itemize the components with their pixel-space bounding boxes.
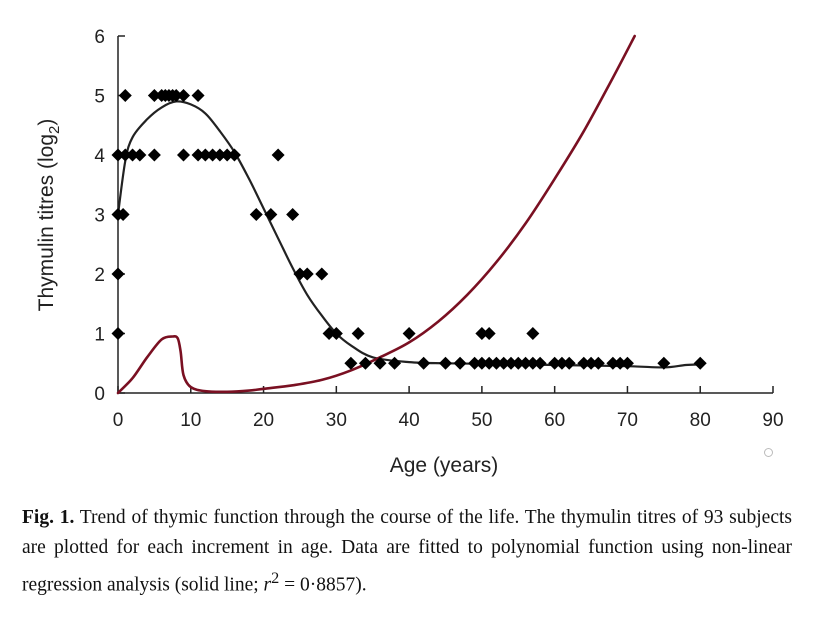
data-point — [657, 356, 671, 370]
caption-text: Trend of thymic function through the cou… — [22, 507, 792, 596]
data-point — [489, 356, 503, 370]
x-ticks: 0 10 20 30 40 50 60 70 80 90 — [113, 386, 784, 431]
data-point — [286, 208, 300, 221]
x-tick-label: 40 — [399, 410, 420, 431]
data-point — [562, 356, 576, 370]
data-point — [118, 148, 132, 162]
data-point — [111, 148, 125, 162]
data-point — [133, 148, 147, 162]
data-point — [329, 327, 343, 340]
x-tick-label: 60 — [544, 410, 565, 431]
data-point — [613, 356, 627, 370]
figure-caption: Fig. 1. Trend of thymic function through… — [22, 503, 792, 601]
x-tick-label: 10 — [180, 410, 201, 431]
data-point — [293, 267, 307, 281]
y-axis-title: Thymulin titres (log2) — [35, 119, 63, 312]
data-point — [264, 208, 278, 221]
data-point — [417, 356, 431, 370]
x-tick-label: 90 — [762, 410, 783, 431]
data-point — [577, 356, 591, 370]
y-tick-label: 0 — [94, 384, 105, 405]
data-point — [504, 356, 518, 370]
data-point — [220, 148, 234, 162]
data-point — [116, 208, 130, 221]
axes — [117, 36, 773, 394]
data-point — [177, 148, 190, 162]
data-point — [693, 356, 707, 370]
y-axis-title-subscript: 2 — [46, 126, 63, 134]
y-tick-label: 3 — [94, 206, 105, 227]
data-point — [533, 356, 547, 370]
data-point — [271, 148, 285, 162]
data-point — [118, 89, 132, 102]
caption-r-exponent: 2 — [271, 569, 280, 587]
data-point — [482, 327, 496, 340]
data-point — [147, 148, 161, 162]
x-tick-label: 80 — [690, 410, 711, 431]
data-point — [358, 356, 372, 370]
data-point — [249, 208, 263, 221]
data-point — [591, 356, 605, 370]
data-point — [475, 327, 489, 340]
trend-curve-red — [116, 34, 636, 395]
data-point — [453, 356, 467, 370]
x-axis-title: Age (years) — [390, 454, 499, 477]
data-point — [300, 267, 314, 281]
data-point — [439, 356, 452, 370]
data-point — [519, 356, 533, 370]
caption-r-symbol: r — [263, 574, 272, 596]
data-point — [344, 356, 358, 370]
data-point — [322, 327, 336, 340]
data-point — [468, 356, 482, 370]
data-point — [213, 148, 227, 162]
data-point — [177, 89, 190, 102]
data-point — [227, 148, 241, 162]
y-tick-label: 2 — [94, 265, 105, 286]
y-axis-title-main: Thymulin titres (log — [35, 134, 58, 311]
y-tick-label: 5 — [94, 87, 105, 108]
x-tick-label: 50 — [471, 410, 492, 431]
data-point — [191, 148, 205, 162]
data-point — [402, 327, 416, 340]
series-layer — [111, 34, 707, 395]
data-point — [198, 148, 212, 162]
data-point — [526, 356, 540, 370]
x-tick-label: 20 — [253, 410, 274, 431]
data-point — [111, 267, 125, 281]
chart: 0 1 2 3 4 5 6 0 10 20 30 40 50 60 70 80 90 Thymulin tit… — [35, 27, 784, 477]
data-point — [555, 356, 569, 370]
data-point — [526, 327, 540, 340]
caption-label: Fig. 1. — [22, 507, 75, 528]
decorative-circle — [764, 448, 773, 457]
data-point — [147, 89, 161, 102]
data-point — [206, 148, 220, 162]
data-point — [169, 89, 183, 102]
data-point — [511, 356, 525, 370]
data-point — [351, 327, 365, 340]
data-point — [548, 356, 562, 370]
data-point — [497, 356, 511, 370]
y-tick-label: 6 — [94, 27, 105, 48]
caption-r2-value: = 0·8857). — [279, 574, 367, 596]
y-tick-label: 4 — [94, 146, 105, 167]
x-tick-label: 30 — [326, 410, 347, 431]
data-point — [584, 356, 598, 370]
data-point — [373, 356, 387, 370]
y-axis-title-close: ) — [35, 119, 58, 126]
data-point — [620, 356, 634, 370]
x-tick-label: 70 — [617, 410, 638, 431]
data-point — [606, 356, 620, 370]
data-point — [315, 267, 329, 281]
data-point — [191, 89, 205, 102]
x-tick-label: 0 — [113, 410, 124, 431]
data-point — [111, 327, 125, 340]
data-point — [482, 356, 496, 370]
y-tick-label: 1 — [94, 325, 105, 346]
data-point — [475, 356, 489, 370]
data-point — [388, 356, 402, 370]
data-point — [126, 148, 140, 162]
